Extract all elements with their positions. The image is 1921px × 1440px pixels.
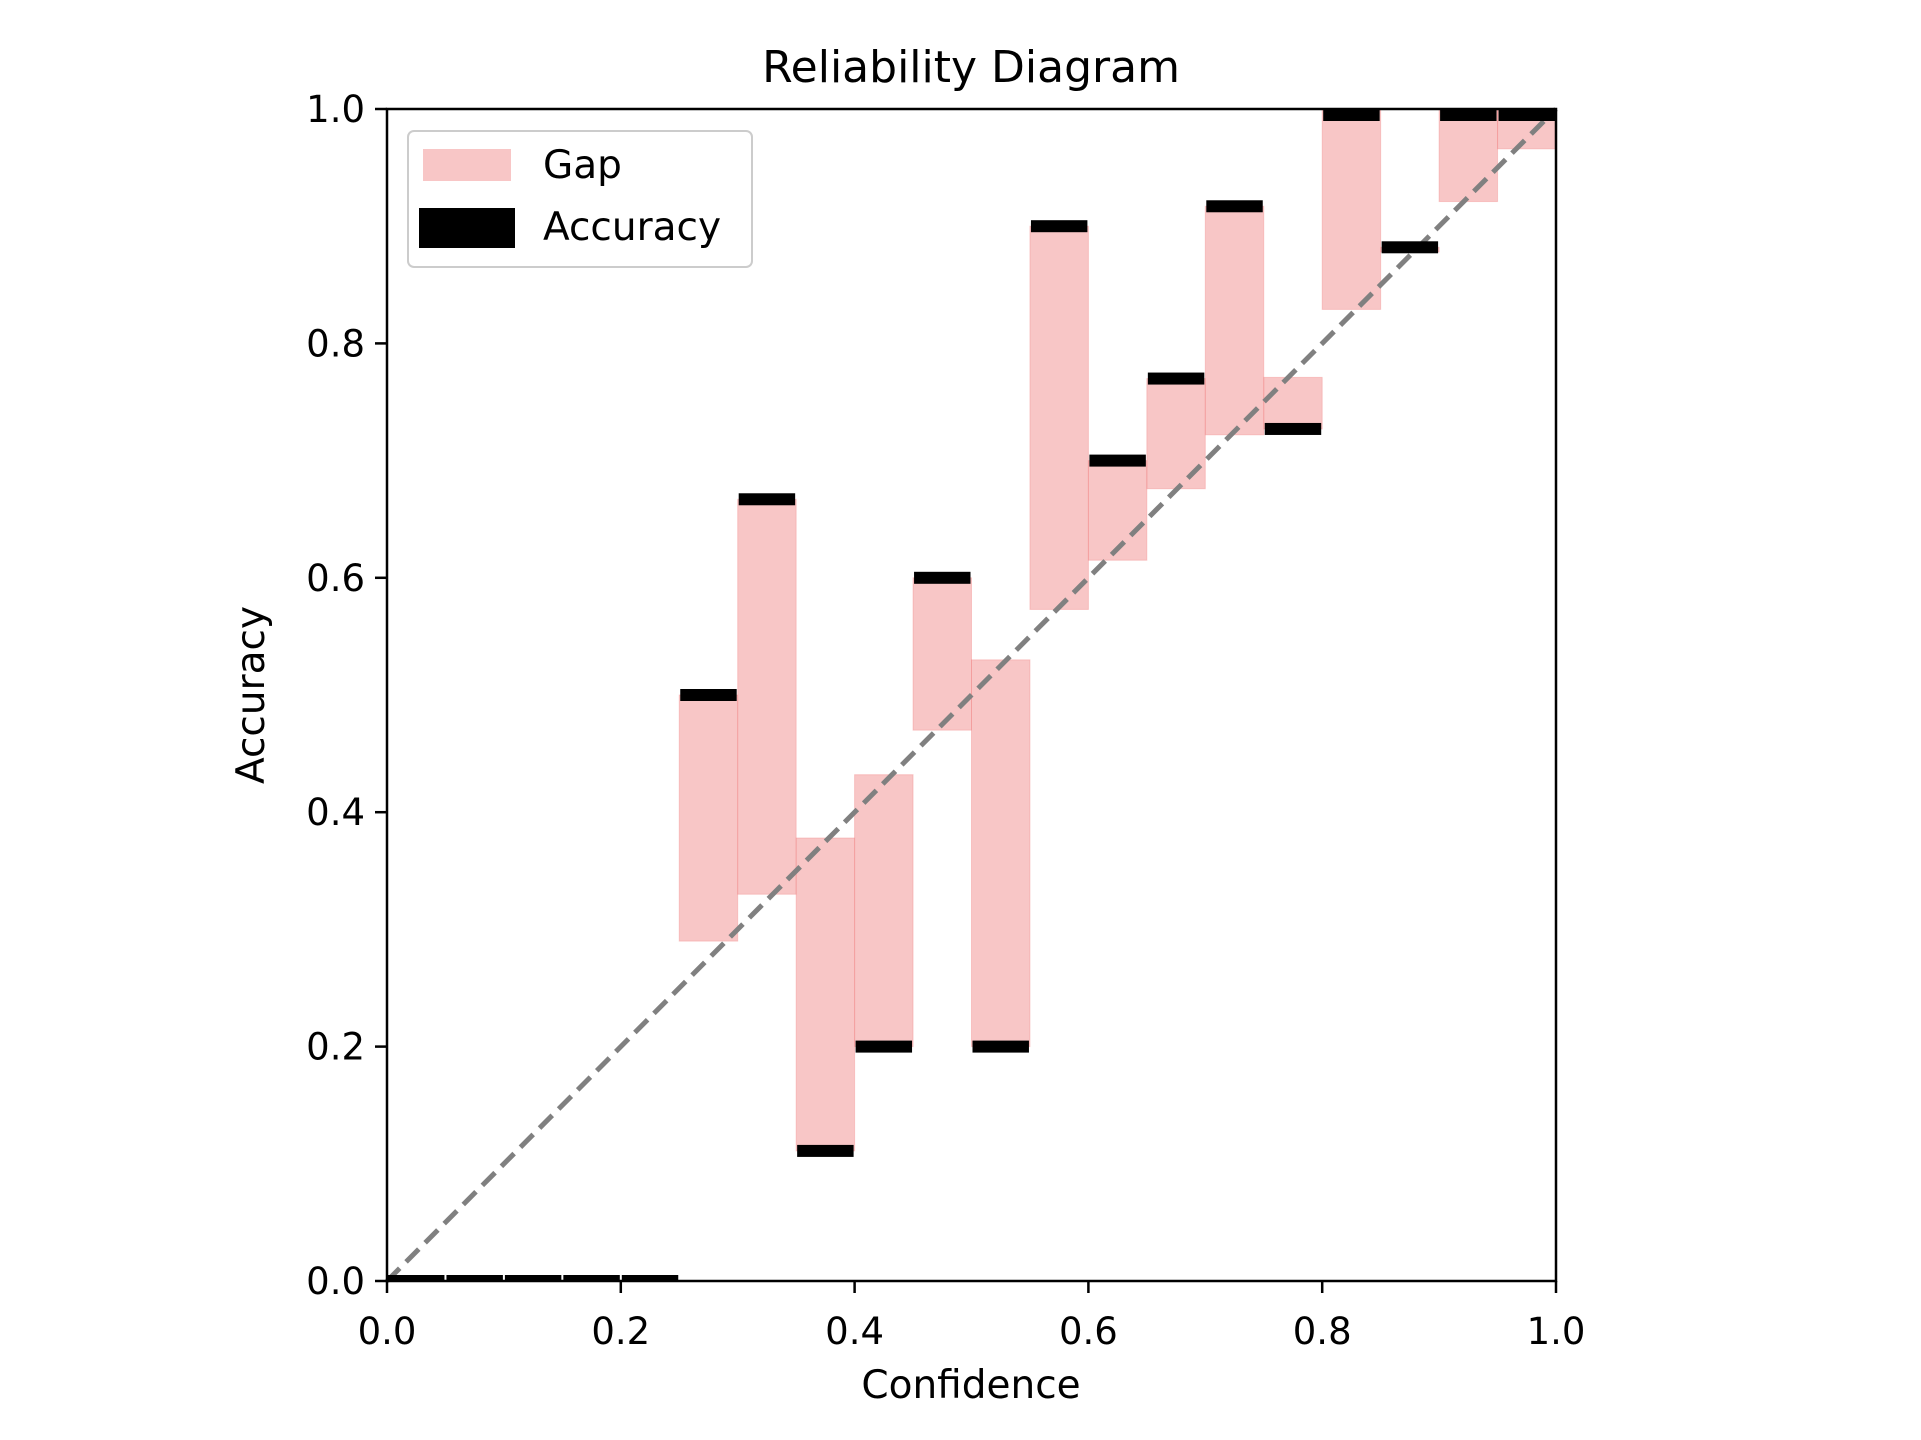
- x-tick-label-2: 0.4: [825, 1310, 884, 1353]
- gap-bar-16: [1321, 108, 1382, 310]
- accuracy-marker-14: [1206, 200, 1263, 213]
- x-tick-label-5: 1.0: [1527, 1310, 1586, 1353]
- gap-bar-18: [1438, 108, 1499, 203]
- gap-bar-8: [854, 774, 914, 1048]
- legend-accuracy-label: Accuracy: [543, 205, 721, 250]
- plot-area: [385, 107, 1558, 1283]
- gap-bar-11: [1029, 225, 1089, 610]
- axis-ticks: 0.0 0.2 0.4 0.6 0.8 1.0 0.0 0.2 0.4 0.6 0.8 1.0: [306, 88, 1585, 1353]
- y-tick-label-5: 1.0: [306, 88, 365, 131]
- x-axis-label: Confidence: [861, 1363, 1080, 1408]
- gap-bar-5: [678, 694, 739, 942]
- accuracy-marker-4: [621, 1275, 679, 1281]
- accuracy-marker-11: [1030, 220, 1088, 233]
- gap-bar-6: [737, 498, 797, 895]
- y-tick-label-3: 0.6: [306, 557, 365, 600]
- perfect-calibration-line: [385, 107, 1558, 1283]
- accuracy-marker-9: [914, 571, 971, 584]
- accuracy-marker-12: [1089, 454, 1146, 467]
- legend-gap-swatch: [423, 149, 511, 181]
- legend-gap-label: Gap: [543, 143, 622, 188]
- x-tick-label-3: 0.6: [1059, 1310, 1118, 1353]
- accuracy-marker-6: [738, 493, 796, 506]
- gap-bar-12: [1087, 460, 1148, 561]
- accuracy-marker-5: [680, 689, 737, 701]
- y-tick-label-0: 0.0: [306, 1260, 365, 1303]
- gap-bar-10: [971, 659, 1031, 1048]
- gap-bar-15: [1263, 376, 1323, 430]
- x-tick-label-0: 0.0: [358, 1310, 417, 1353]
- accuracy-marker-10: [972, 1040, 1029, 1053]
- accuracy-marker-15: [1264, 422, 1322, 435]
- y-tick-label-2: 0.4: [306, 791, 365, 834]
- x-tick-label-1: 0.2: [591, 1310, 650, 1353]
- accuracy-marker-16: [1323, 109, 1380, 121]
- accuracy-marker-17: [1381, 241, 1439, 254]
- gap-bar-14: [1204, 205, 1265, 436]
- legend-accuracy-swatch: [419, 208, 515, 248]
- accuracy-marker-8: [855, 1040, 913, 1053]
- y-tick-label-1: 0.2: [306, 1026, 365, 1069]
- accuracy-marker-2: [504, 1275, 562, 1281]
- x-tick-label-4: 0.8: [1293, 1310, 1352, 1353]
- gap-bar-7: [795, 837, 856, 1152]
- legend: Gap Accuracy: [407, 130, 753, 268]
- accuracy-marker-3: [563, 1275, 620, 1281]
- accuracy-marker-13: [1147, 372, 1205, 385]
- accuracy-marker-0: [388, 1275, 445, 1281]
- plot-frame: [385, 107, 1558, 1283]
- accuracy-marker-19: [1498, 109, 1555, 121]
- y-tick-label-4: 0.8: [306, 322, 365, 365]
- y-axis-label: Accuracy: [229, 606, 274, 784]
- accuracy-marker-1: [446, 1275, 503, 1281]
- accuracy-marker-18: [1440, 109, 1497, 121]
- chart-title: Reliability Diagram: [762, 42, 1180, 93]
- accuracy-marker-7: [797, 1144, 854, 1157]
